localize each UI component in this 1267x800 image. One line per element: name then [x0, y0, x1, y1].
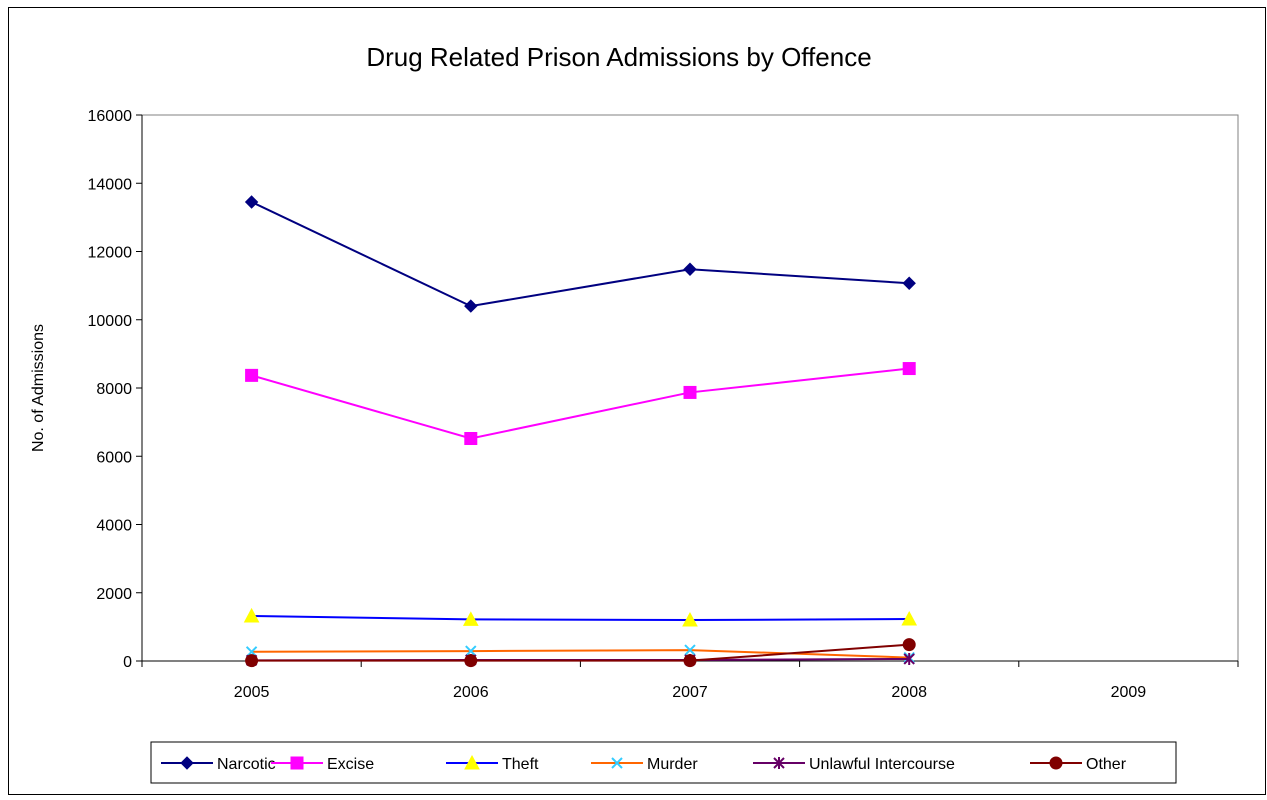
y-tick-label: 14000 — [88, 176, 133, 193]
chart-title: Drug Related Prison Admissions by Offenc… — [366, 42, 871, 72]
data-point-other — [464, 654, 478, 668]
legend: Narcotic Excise Theft Murder Unlawful Interc… — [161, 754, 1127, 773]
data-point-murder — [684, 644, 696, 656]
data-point-unlawful-intercourse — [903, 652, 915, 665]
x-tick-label: 2005 — [234, 684, 270, 701]
data-point-other — [245, 654, 259, 668]
y-axis-label: No. of Admissions — [30, 324, 47, 452]
chart-svg: Drug Related Prison Admissions by Offenc… — [30, 42, 1239, 784]
legend-marker-excise — [290, 756, 304, 770]
legend-label-unlawful-intercourse: Unlawful Intercourse — [809, 756, 955, 773]
y-tick-label: 0 — [123, 654, 132, 671]
series-line-murder — [251, 649, 910, 659]
legend-entry-murder: Murder — [591, 756, 698, 773]
y-tick-label: 4000 — [96, 518, 132, 535]
legend-label-other: Other — [1086, 756, 1127, 773]
data-point-theft — [462, 611, 479, 626]
legend-label-murder: Murder — [647, 756, 698, 773]
data-point-excise — [245, 368, 259, 382]
data-point-excise — [902, 362, 916, 376]
data-point-other — [683, 654, 697, 668]
data-point-other — [902, 638, 916, 652]
legend-label-theft: Theft — [502, 756, 539, 773]
series-line-narcotic — [251, 201, 910, 308]
x-tick-label: 2008 — [891, 684, 927, 701]
legend-label-narcotic: Narcotic — [217, 756, 276, 773]
data-point-narcotic — [244, 195, 259, 209]
legend-entry-unlawful-intercourse: Unlawful Intercourse — [753, 756, 955, 773]
legend-entry-other: Other — [1030, 756, 1127, 773]
series-line-theft — [251, 614, 910, 622]
legend-entry-narcotic: Narcotic — [161, 756, 276, 773]
y-tick-label: 16000 — [88, 108, 133, 125]
legend-entry-theft: Theft — [446, 754, 539, 773]
legend-label-excise: Excise — [327, 756, 374, 773]
y-tick-label: 8000 — [96, 381, 132, 398]
legend-marker-murder — [611, 757, 623, 769]
y-tick-label: 12000 — [88, 245, 133, 262]
data-point-theft — [901, 610, 918, 626]
y-tick-label: 6000 — [96, 449, 132, 466]
data-point-narcotic — [683, 262, 697, 276]
x-tick-label: 2007 — [672, 684, 708, 701]
x-tick-label: 2009 — [1111, 684, 1147, 701]
series-group — [243, 195, 918, 668]
data-point-murder — [465, 645, 477, 657]
chart-frame: Drug Related Prison Admissions by Offenc… — [8, 7, 1266, 795]
data-point-theft — [682, 611, 698, 627]
legend-marker-narcotic — [180, 756, 194, 770]
legend-marker-other — [1049, 756, 1063, 770]
y-tick-label: 2000 — [96, 586, 132, 603]
legend-marker-theft — [464, 754, 480, 770]
x-tick-label: 2006 — [453, 684, 489, 701]
legend-marker-unlawful-intercourse — [773, 757, 785, 769]
series-line-excise — [251, 367, 910, 440]
series-other — [245, 638, 916, 668]
data-point-narcotic — [902, 276, 916, 290]
y-axis: 0 2000 4000 6000 8000 10000 12000 14000 16000 — [88, 108, 143, 671]
series-line-other — [251, 643, 910, 662]
series-narcotic — [244, 195, 916, 313]
data-point-narcotic — [464, 299, 478, 313]
legend-entry-excise: Excise — [271, 756, 374, 773]
series-excise — [245, 362, 916, 446]
series-theft — [243, 607, 918, 627]
data-point-theft — [243, 607, 260, 623]
y-tick-label: 10000 — [88, 313, 133, 330]
data-point-excise — [464, 432, 478, 446]
data-point-excise — [683, 385, 697, 399]
